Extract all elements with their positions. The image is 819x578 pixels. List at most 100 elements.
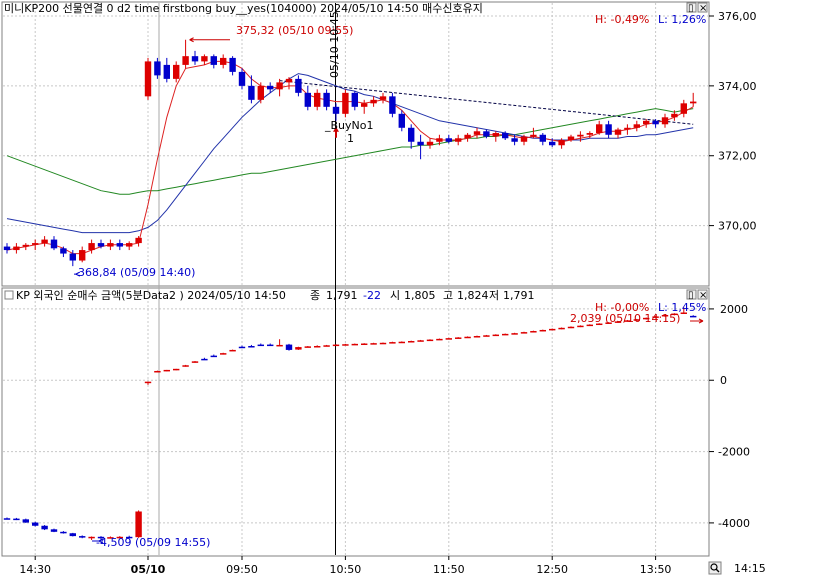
flow-candle — [445, 337, 452, 340]
candle-body — [511, 138, 518, 142]
flow-high-pointer-icon — [690, 318, 704, 324]
price-candle — [586, 131, 593, 139]
price-candle — [671, 110, 678, 121]
price-candle — [445, 134, 452, 144]
candle-body — [680, 103, 687, 114]
x-tick-label: 05/10 — [131, 563, 166, 576]
close-button[interactable] — [697, 2, 708, 13]
candle-body — [379, 96, 387, 100]
flow-candle — [605, 322, 612, 324]
candle-body — [558, 140, 565, 146]
price-candle — [408, 124, 415, 149]
candle-body — [69, 253, 76, 261]
candle-body — [361, 103, 368, 107]
restore-button[interactable] — [686, 289, 697, 300]
price-candle — [520, 134, 528, 146]
stat-high-label: 고 — [443, 289, 453, 302]
candle-body — [144, 61, 152, 97]
y-tick-label: 2000 — [720, 303, 748, 316]
flow-candle — [398, 341, 405, 344]
price-candle — [342, 89, 349, 118]
flow-candle — [314, 345, 321, 348]
flow-candle — [408, 340, 415, 343]
flow-candle — [511, 332, 518, 335]
stat-open-label: 시 — [390, 289, 400, 302]
flow-candle — [144, 381, 152, 385]
flow-candle — [680, 307, 687, 314]
candle-body — [210, 56, 217, 65]
candle-body — [549, 328, 556, 331]
candle-body — [389, 342, 396, 344]
candle-body — [520, 136, 528, 142]
flow-candle — [295, 346, 302, 350]
candle-body — [436, 138, 443, 142]
flow-candle — [520, 331, 528, 334]
candle-body — [32, 243, 39, 245]
candle-body — [248, 85, 255, 100]
candle-body — [220, 353, 227, 355]
flow-candle — [671, 313, 678, 316]
x-tick-label: 09:50 — [226, 563, 258, 576]
trend-line — [279, 80, 694, 125]
buy-arrow-icon — [333, 126, 339, 138]
candle-body — [220, 57, 227, 65]
buy-signal-count: 1 — [347, 132, 354, 145]
candle-body — [135, 237, 142, 244]
price-candle — [173, 61, 180, 83]
candle-body — [567, 136, 575, 141]
top-hl-l: L: 1,26% — [658, 13, 706, 26]
candle-body — [577, 134, 584, 137]
y-tick-label: -4000 — [718, 517, 750, 530]
candle-body — [445, 338, 452, 340]
candle-body — [332, 106, 340, 114]
flow-candle — [502, 333, 509, 336]
stat-close-value: 1,791 — [326, 289, 358, 302]
flow-candle — [586, 324, 593, 327]
price-candle — [577, 131, 584, 142]
candle-body — [680, 312, 687, 314]
price-candle — [417, 134, 424, 160]
price-candle — [238, 68, 246, 90]
flow-candle — [41, 525, 48, 531]
price-candle — [191, 50, 199, 65]
candle-body — [633, 124, 640, 128]
candle-body — [624, 127, 631, 130]
candle-body — [191, 361, 199, 363]
candle-body — [539, 329, 546, 332]
flow-high-label: 2,039 (05/10 14:15) — [570, 312, 680, 325]
candle-body — [126, 536, 133, 539]
price-candle — [201, 54, 208, 65]
flow-candle — [248, 344, 255, 348]
price-candle — [549, 138, 556, 147]
close-button[interactable] — [697, 289, 708, 300]
low-pointer-icon — [74, 271, 81, 277]
candle-body — [473, 131, 481, 135]
candle-body — [690, 315, 697, 318]
flow-candle — [3, 517, 11, 520]
flow-candle — [32, 521, 39, 527]
low-price-label: 368,84 (05/09 14:40) — [78, 266, 195, 279]
x-axis: 14:30 05/10 09:50 10:50 11:50 12:50 13:50 — [19, 556, 671, 576]
flow-candle — [210, 354, 217, 358]
candle-body — [408, 127, 415, 142]
y-tick-label: 374,00 — [718, 80, 757, 93]
candle-body — [520, 332, 528, 334]
bottom-y-axis: -4000 -2000 0 2000 — [709, 303, 750, 530]
candle-body — [79, 536, 86, 538]
flow-candle — [13, 517, 20, 521]
stat-low-label: 저 — [489, 289, 499, 302]
candle-body — [445, 138, 452, 142]
candle-body — [276, 344, 283, 347]
candle-body — [661, 117, 669, 125]
candle-body — [342, 344, 349, 346]
flow-candle — [417, 339, 424, 342]
candle-body — [511, 333, 518, 335]
candle-body — [549, 141, 556, 146]
flow-candle — [220, 352, 227, 355]
bottom-panel-toggle[interactable] — [4, 290, 14, 300]
candle-body — [107, 537, 114, 539]
price-candle — [483, 129, 490, 139]
restore-button[interactable] — [686, 2, 697, 13]
price-candle — [426, 138, 434, 149]
flow-candle — [126, 535, 133, 539]
